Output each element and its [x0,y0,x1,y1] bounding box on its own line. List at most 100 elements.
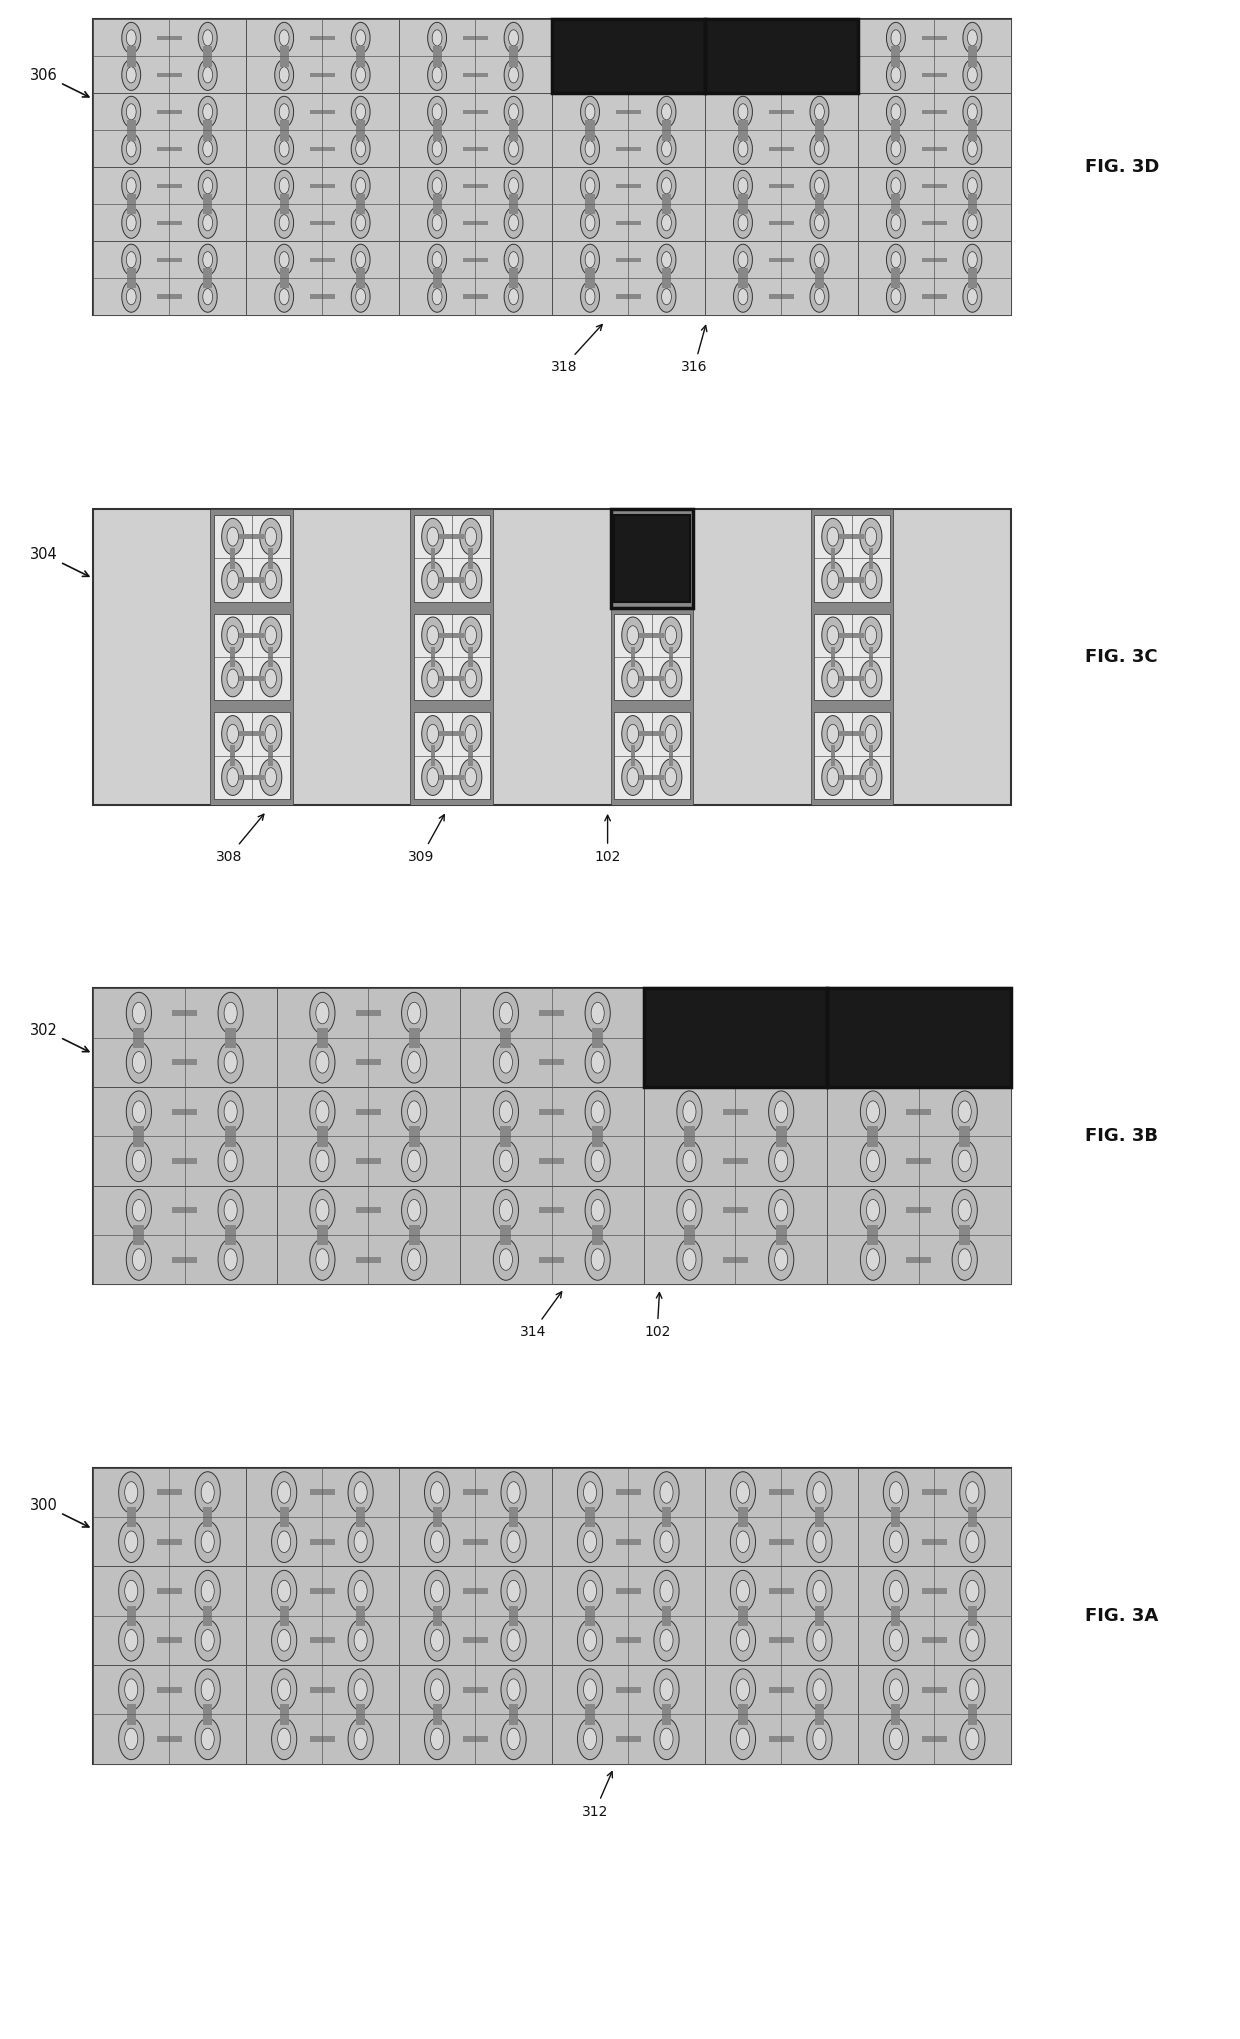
Ellipse shape [580,98,599,128]
Bar [776,1126,786,1146]
Ellipse shape [578,1472,603,1513]
Ellipse shape [734,208,753,239]
Ellipse shape [122,135,140,165]
Ellipse shape [960,1619,985,1662]
Ellipse shape [428,98,446,128]
Ellipse shape [967,253,977,269]
Bar [539,1109,564,1115]
Ellipse shape [430,1729,444,1749]
Ellipse shape [433,179,441,196]
Bar [892,269,900,290]
Ellipse shape [465,669,476,689]
Bar [414,614,490,701]
Bar [356,47,366,67]
Ellipse shape [126,1140,151,1183]
Bar [356,1256,381,1262]
Bar [399,20,552,94]
Bar [704,243,858,316]
Bar [134,1028,144,1048]
Ellipse shape [218,1240,243,1280]
Ellipse shape [126,1240,151,1280]
Ellipse shape [460,716,482,752]
Bar [585,269,595,290]
Ellipse shape [430,1531,444,1554]
Bar [239,634,264,638]
Bar [723,1158,748,1164]
Ellipse shape [126,1191,151,1232]
Bar [704,20,858,94]
Ellipse shape [433,253,441,269]
Bar [815,269,825,290]
Bar [593,1225,603,1246]
Ellipse shape [677,1240,702,1280]
Ellipse shape [427,726,439,744]
Bar [399,94,552,167]
Ellipse shape [585,1191,610,1232]
Bar [616,184,641,190]
Bar [769,1686,794,1692]
Bar [508,196,518,216]
Ellipse shape [807,1719,832,1760]
Ellipse shape [683,1250,696,1270]
Ellipse shape [827,571,838,589]
Ellipse shape [126,1042,151,1083]
Ellipse shape [730,1570,755,1613]
Ellipse shape [201,1678,215,1701]
Bar [967,1607,977,1627]
Ellipse shape [578,1521,603,1562]
Ellipse shape [892,67,900,84]
Ellipse shape [859,618,882,655]
Ellipse shape [883,1719,909,1760]
Ellipse shape [775,1101,787,1123]
Ellipse shape [356,179,366,196]
Bar [668,646,673,667]
Ellipse shape [952,1191,977,1232]
Text: FIG. 3A: FIG. 3A [1085,1607,1158,1623]
Bar [631,646,635,667]
Ellipse shape [621,716,644,752]
Ellipse shape [866,769,877,787]
Ellipse shape [265,769,277,787]
Text: FIG. 3C: FIG. 3C [1085,648,1158,665]
Bar [967,1705,977,1725]
Bar [463,110,487,114]
Ellipse shape [653,1670,680,1711]
Bar [858,243,1011,316]
Bar [409,1225,419,1246]
Bar [246,20,399,94]
Ellipse shape [508,216,518,232]
Ellipse shape [356,104,366,120]
Ellipse shape [775,1250,787,1270]
Ellipse shape [494,1140,518,1183]
Ellipse shape [827,626,838,646]
Ellipse shape [278,1580,290,1603]
Bar [967,120,977,141]
Bar [921,184,946,190]
Ellipse shape [966,1729,978,1749]
Ellipse shape [310,1140,335,1183]
Ellipse shape [408,1250,420,1270]
Ellipse shape [433,31,441,47]
Ellipse shape [133,1003,145,1024]
Bar [157,1491,182,1497]
Bar [157,1637,182,1643]
Bar [356,1207,381,1213]
Ellipse shape [125,1482,138,1503]
Ellipse shape [730,1719,755,1760]
Ellipse shape [963,22,982,55]
Ellipse shape [351,208,370,239]
Ellipse shape [584,1629,596,1652]
Ellipse shape [351,22,370,55]
Bar [93,94,246,167]
Text: 102: 102 [644,1293,671,1338]
Ellipse shape [126,290,136,306]
Ellipse shape [122,22,140,55]
Ellipse shape [275,208,294,239]
Bar [439,534,464,540]
Ellipse shape [734,135,753,165]
Ellipse shape [621,761,644,795]
Ellipse shape [887,61,905,92]
Ellipse shape [580,208,599,239]
Ellipse shape [218,1091,243,1134]
Bar [310,110,335,114]
